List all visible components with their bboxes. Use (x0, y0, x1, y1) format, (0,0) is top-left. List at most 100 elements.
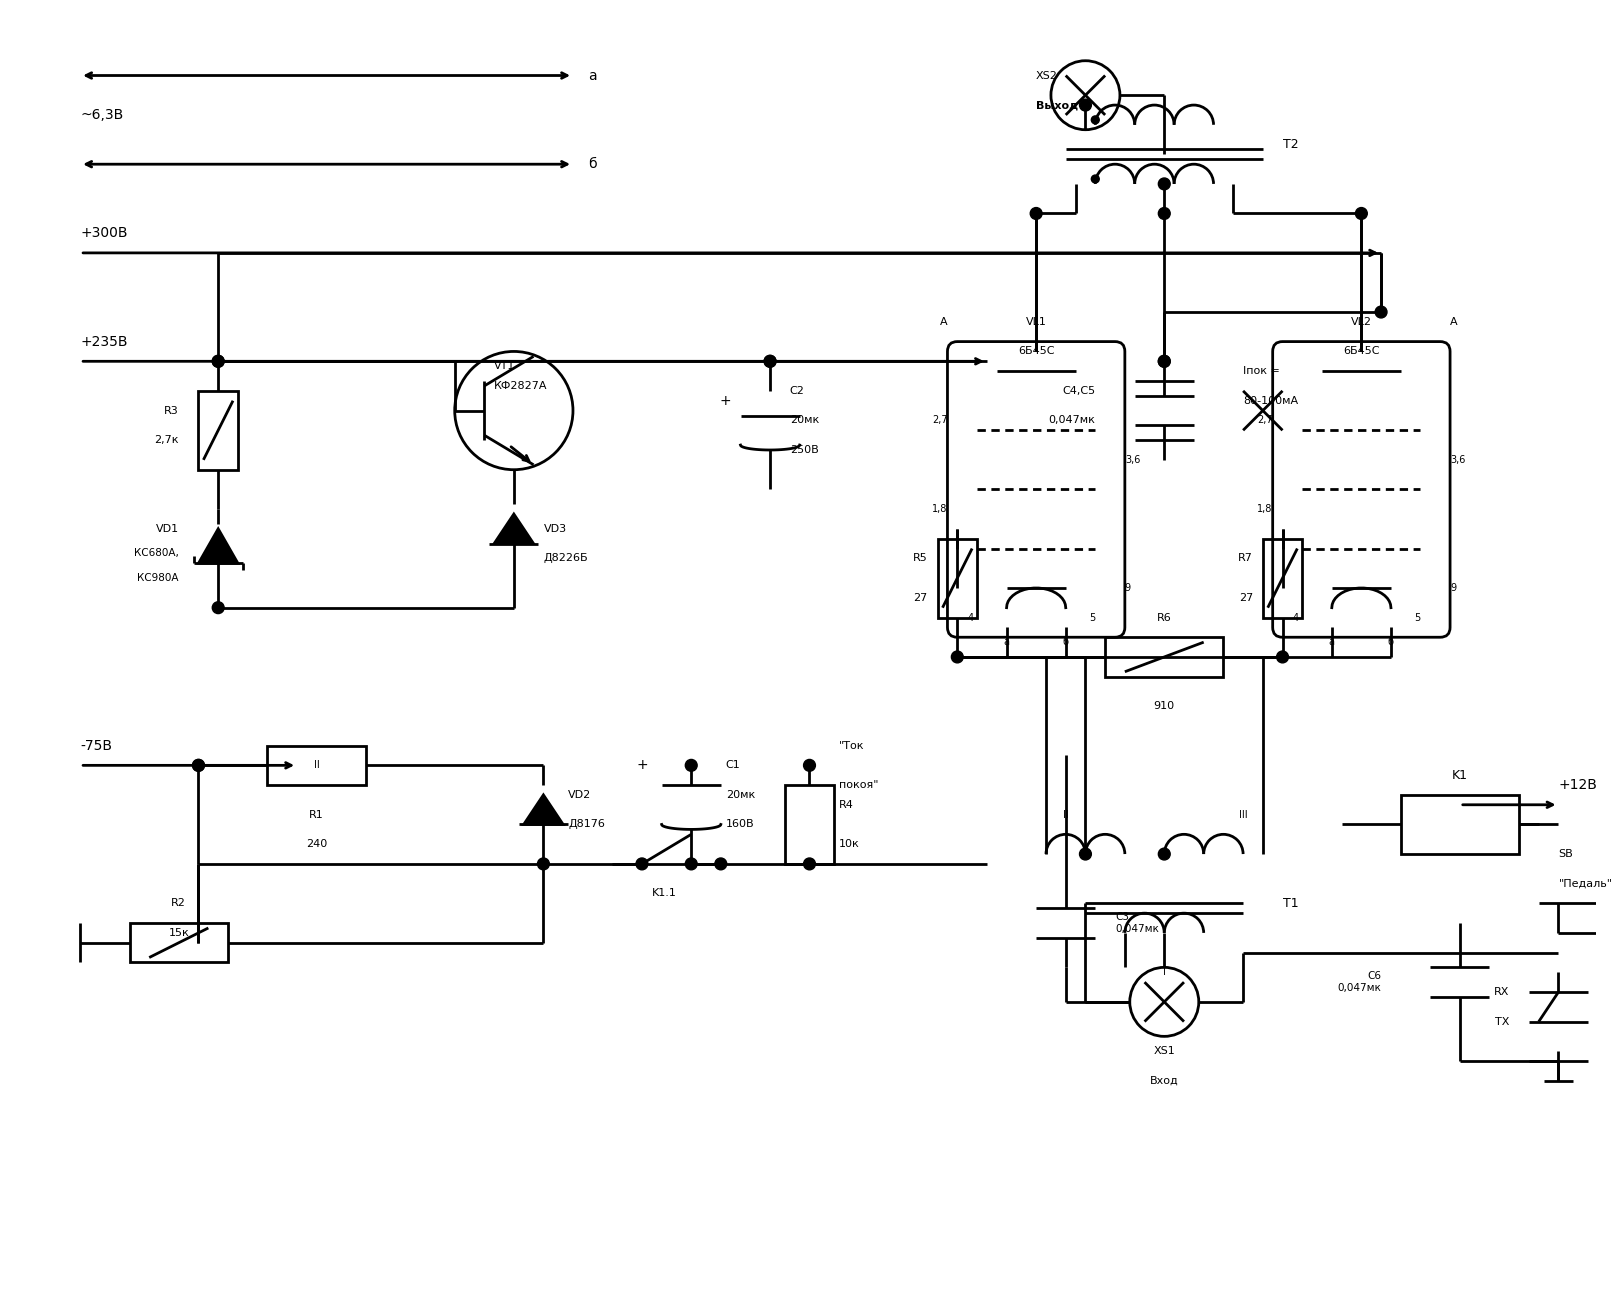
Text: 10к: 10к (840, 839, 859, 850)
Text: R5: R5 (913, 553, 927, 563)
Text: 9: 9 (1450, 583, 1456, 593)
Text: C4,C5: C4,C5 (1061, 386, 1095, 396)
Text: SB: SB (1558, 850, 1573, 859)
Text: R6: R6 (1157, 613, 1171, 622)
Circle shape (1031, 208, 1042, 220)
Text: a: a (1003, 638, 1010, 647)
Text: 4: 4 (1293, 613, 1299, 622)
Text: 5: 5 (1089, 613, 1095, 622)
Bar (785, 786, 835, 864)
Polygon shape (199, 529, 238, 563)
Text: 9: 9 (1125, 583, 1131, 593)
Text: "Ток: "Ток (840, 741, 864, 750)
Text: Вход: Вход (1150, 1076, 1178, 1086)
Bar (199, 391, 238, 469)
Text: б: б (1388, 638, 1395, 647)
Text: 27: 27 (914, 593, 927, 603)
Text: TX: TX (1495, 1017, 1510, 1026)
Circle shape (212, 601, 225, 613)
Text: б: б (589, 157, 597, 171)
Bar (1401, 795, 1519, 853)
Circle shape (212, 356, 225, 367)
Text: 6Б45С: 6Б45С (1343, 346, 1380, 357)
Polygon shape (524, 795, 563, 825)
Circle shape (764, 356, 777, 367)
Text: 27: 27 (1239, 593, 1252, 603)
Text: "Педаль": "Педаль" (1558, 878, 1613, 889)
Text: ~6,3В: ~6,3В (81, 108, 123, 122)
Circle shape (804, 857, 815, 870)
Text: XS2: XS2 (1036, 71, 1058, 81)
Text: +300В: +300В (81, 226, 128, 240)
Text: VL1: VL1 (1026, 316, 1047, 327)
Text: 160В: 160В (726, 819, 754, 830)
Text: КС980А: КС980А (138, 572, 178, 583)
Circle shape (1079, 99, 1092, 111)
Text: A: A (1450, 316, 1458, 327)
Text: 4: 4 (968, 613, 974, 622)
Text: +: + (720, 393, 731, 408)
Bar (267, 746, 366, 786)
Text: II: II (314, 761, 320, 770)
Text: 910: 910 (1154, 702, 1175, 711)
Circle shape (715, 857, 726, 870)
Text: T1: T1 (1283, 897, 1298, 910)
Circle shape (212, 356, 225, 367)
Text: 240: 240 (306, 839, 327, 850)
Text: R7: R7 (1238, 553, 1252, 563)
Circle shape (1356, 208, 1367, 220)
Text: R1: R1 (309, 809, 324, 819)
Text: Д8176: Д8176 (568, 819, 605, 830)
Circle shape (1079, 848, 1092, 860)
Text: 2,7: 2,7 (932, 416, 948, 426)
Text: КС680А,: КС680А, (134, 549, 178, 558)
Circle shape (686, 857, 697, 870)
Text: 1,8: 1,8 (1257, 505, 1273, 514)
Text: R4: R4 (840, 800, 854, 810)
Text: R2: R2 (172, 898, 186, 908)
Text: K1.1: K1.1 (652, 889, 676, 898)
Text: 5: 5 (1414, 613, 1421, 622)
Circle shape (537, 857, 550, 870)
Text: VT1: VT1 (493, 361, 516, 371)
Text: C3
0,047мк: C3 0,047мк (1115, 912, 1158, 933)
Text: 2,7: 2,7 (1257, 416, 1273, 426)
Text: III: III (1239, 809, 1247, 819)
Bar (937, 538, 977, 617)
Circle shape (804, 759, 815, 771)
Text: 250В: 250В (790, 444, 819, 455)
Circle shape (1158, 356, 1170, 367)
Text: 20мк: 20мк (790, 416, 819, 426)
Text: 80-100мА: 80-100мА (1243, 396, 1298, 405)
Bar (129, 923, 228, 962)
Text: 20мк: 20мк (726, 789, 756, 800)
Text: Д8226Б: Д8226Б (544, 553, 587, 563)
Text: a: a (1328, 638, 1335, 647)
Text: Выход: Выход (1036, 101, 1078, 110)
Text: -75В: -75В (81, 738, 112, 753)
Text: T2: T2 (1283, 139, 1298, 152)
Polygon shape (493, 514, 534, 544)
Text: K1: K1 (1451, 769, 1468, 782)
Text: 3,6: 3,6 (1125, 455, 1141, 465)
Text: б: б (1063, 638, 1069, 647)
Text: 0,047мк: 0,047мк (1048, 416, 1095, 426)
Text: VD3: VD3 (544, 524, 566, 533)
Text: +235В: +235В (81, 335, 128, 349)
Bar (1105, 638, 1223, 677)
Circle shape (1277, 651, 1288, 663)
Text: КФ2827А: КФ2827А (493, 380, 547, 391)
Text: 15к: 15к (168, 928, 189, 938)
Text: VD1: VD1 (155, 524, 178, 533)
Text: RX: RX (1493, 987, 1510, 997)
Text: C1: C1 (726, 761, 741, 770)
Circle shape (1092, 175, 1099, 183)
Text: a: a (589, 68, 597, 82)
Circle shape (193, 759, 204, 771)
Text: покоя": покоя" (840, 780, 879, 789)
Circle shape (1158, 848, 1170, 860)
Circle shape (1158, 178, 1170, 190)
Text: 3,6: 3,6 (1450, 455, 1466, 465)
Circle shape (764, 356, 777, 367)
Text: II: II (1063, 809, 1068, 819)
